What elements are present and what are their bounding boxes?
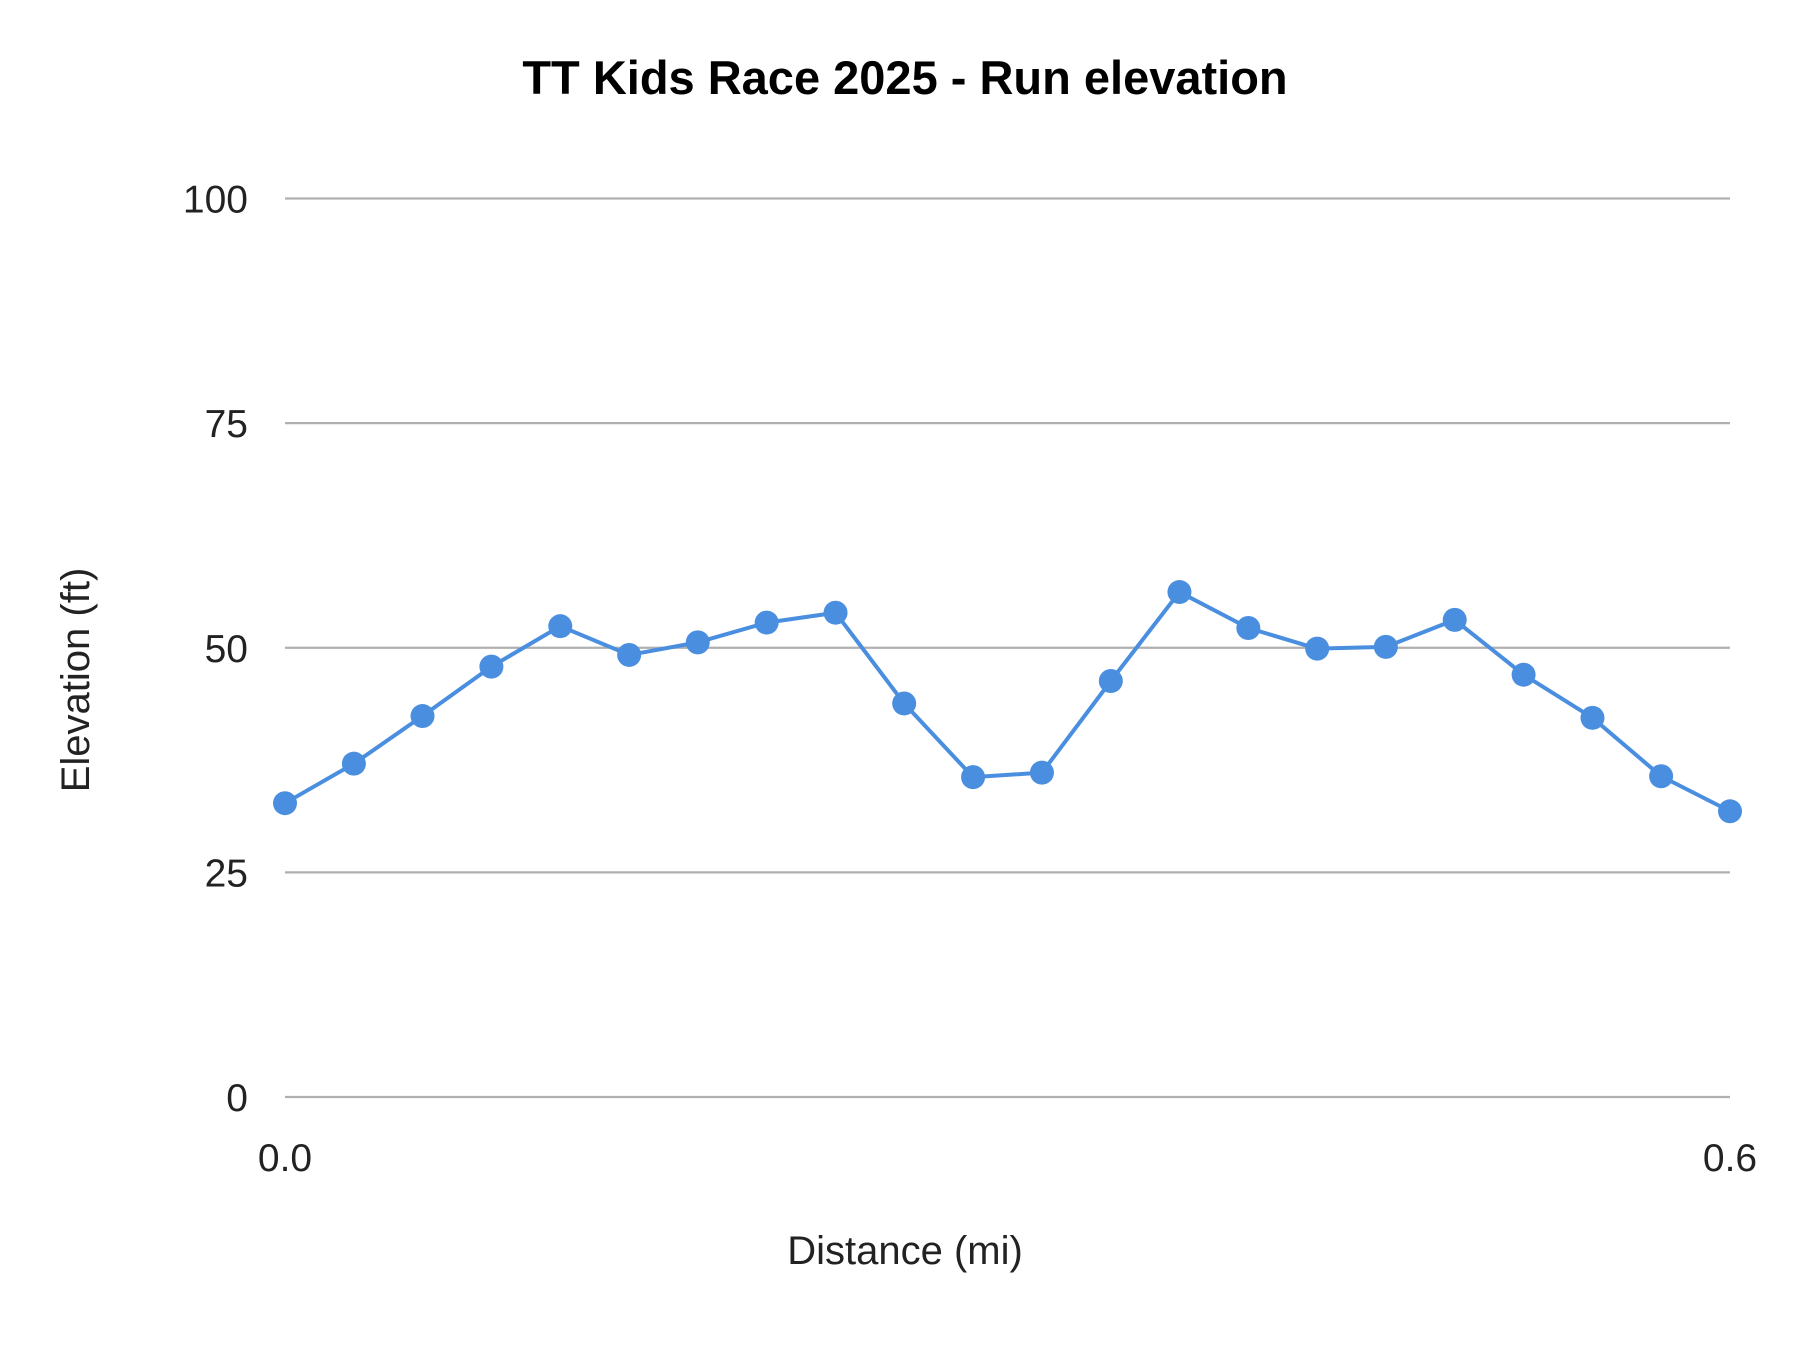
y-tick-label: 75 [205, 403, 248, 446]
data-point [961, 765, 986, 790]
data-point [823, 600, 848, 625]
data-point [617, 642, 642, 667]
series-elevation [273, 580, 1742, 824]
data-point [1167, 580, 1192, 605]
data-point [754, 610, 779, 635]
y-tick-label: 100 [183, 179, 248, 222]
data-point [892, 691, 917, 716]
data-point [1511, 662, 1536, 687]
data-point [1373, 634, 1398, 659]
data-point [273, 791, 297, 816]
y-tick-label: 0 [226, 1077, 248, 1120]
data-point [548, 614, 573, 639]
data-point [1649, 764, 1674, 789]
data-point [1442, 607, 1467, 632]
data-point [479, 654, 504, 679]
chart-title: TT Kids Race 2025 - Run elevation [522, 51, 1287, 104]
data-point [1098, 668, 1123, 693]
data-point [341, 751, 366, 776]
data-point [1580, 705, 1605, 730]
y-axis-ticks: 0 25 50 75 100 [183, 179, 248, 1121]
y-tick-label: 50 [205, 628, 248, 671]
x-axis-ticks: 0.0 0.6 [258, 1137, 1757, 1180]
gridlines [285, 197, 1730, 1099]
y-axis-label: Elevation (ft) [54, 568, 98, 793]
data-point [1236, 615, 1261, 640]
data-point [1305, 636, 1330, 661]
data-point [410, 704, 435, 729]
data-point [1029, 760, 1054, 785]
x-axis-label: Distance (mi) [787, 1229, 1023, 1273]
data-point [685, 630, 710, 655]
series-line [284, 590, 1731, 814]
y-tick-label: 25 [205, 852, 248, 895]
x-tick-label: 0.0 [258, 1137, 312, 1180]
x-tick-label: 0.6 [1703, 1137, 1757, 1180]
data-point [1718, 799, 1742, 824]
